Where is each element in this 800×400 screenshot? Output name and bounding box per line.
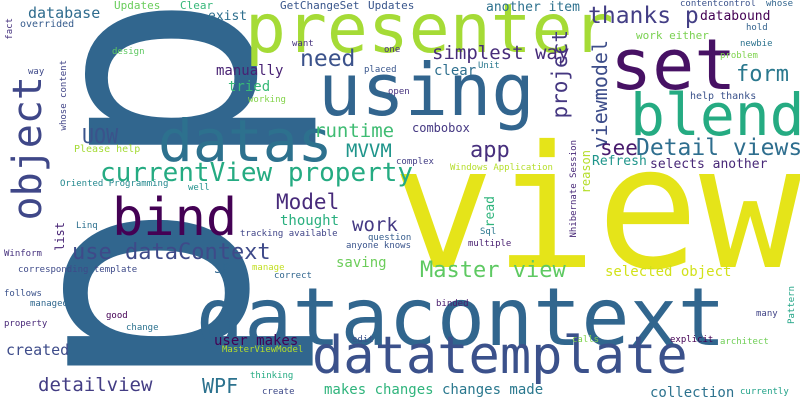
word-multiple: multiple [468, 240, 511, 249]
word-mvvm: MVVM [346, 142, 392, 161]
word-way: way [28, 68, 44, 77]
word-viewmodel: viewmodel [590, 40, 610, 148]
word-corresponding-template: corresponding template [18, 266, 137, 275]
word-tried: tried [228, 80, 270, 94]
word-windows-application: Windows Application [450, 164, 553, 173]
word-selected-object: selected object [605, 265, 731, 279]
word-manually: manually [216, 64, 283, 78]
word-makes-changes: makes changes [324, 383, 434, 397]
word-correct: correct [274, 272, 312, 281]
word-working: working [248, 96, 286, 105]
word-want: want [292, 40, 314, 49]
word-good: good [106, 312, 128, 321]
word-nhibernate-session: Nhibernate Session [570, 140, 579, 238]
word-contentcontrol: contentcontrol [680, 0, 756, 9]
word-many: many [756, 310, 778, 319]
word-list: list [54, 222, 66, 251]
word-refresh: Refresh [592, 155, 647, 168]
word-reason: reason [580, 150, 592, 193]
word-sp: SP [214, 263, 230, 276]
word-edit: edit [352, 336, 374, 345]
word-app: app [470, 140, 510, 162]
word-tracking-available: tracking available [240, 230, 338, 239]
word-placed: placed [364, 66, 397, 75]
word-property: property [4, 320, 47, 329]
word-getchangeset: GetChangeSet [280, 0, 359, 11]
word-changes-made: changes made [442, 383, 543, 397]
word-uow: UOW [82, 126, 118, 146]
word-detailview: detailview [38, 376, 152, 395]
word-complex: complex [396, 158, 434, 167]
word-thinking: thinking [250, 372, 293, 381]
word-combobox: combobox [412, 122, 470, 134]
word-need: need [300, 48, 355, 71]
word-problem: problem [720, 52, 758, 61]
word-please-help: Please help [74, 145, 140, 155]
word-calls: calls [572, 336, 599, 345]
word-well: well [188, 184, 210, 193]
word-create: create [262, 388, 295, 397]
word-thought: thought [280, 214, 339, 228]
word-oriented-programming: Oriented Programming [60, 180, 168, 189]
word-whose: whose [766, 0, 793, 9]
word-fact: fact [6, 18, 15, 40]
word-currently: currently [740, 388, 789, 397]
word-read: read [484, 196, 497, 227]
word-unit: Unit [478, 62, 500, 71]
word-exist: exist [208, 10, 247, 23]
word-sql: Sql [480, 228, 496, 237]
word-work-either: work either [636, 30, 709, 41]
word-one: one [384, 46, 400, 55]
word-model: Model [276, 192, 339, 213]
word-wpf: WPF [202, 376, 238, 396]
word-updates-2: Updates [368, 0, 414, 11]
word-architect: architect [720, 338, 769, 347]
word-managed: managed [30, 300, 68, 309]
word-form: form [736, 64, 789, 86]
word-masterviewmodel: MasterViewModel [222, 346, 303, 355]
word-updates-1: Updates [114, 0, 160, 11]
word-created: created [6, 343, 69, 358]
word-clear: clear [434, 64, 476, 78]
word-databound: databound [700, 10, 770, 23]
word-collection: collection [650, 386, 734, 400]
word-selects-another: selects another [650, 158, 767, 171]
word-linq: Linq [76, 222, 98, 231]
word-explicit: explicit [670, 336, 713, 345]
word-design: design [112, 48, 145, 57]
word-follows: follows [4, 290, 42, 299]
word-pattern: Pattern [788, 286, 797, 324]
word-saving: saving [336, 256, 387, 270]
word-help-thanks: help thanks [690, 92, 756, 102]
word-winform: Winform [4, 250, 42, 259]
word-overrided: overrided [20, 20, 74, 30]
word-anyone-knows: anyone knows [346, 242, 411, 251]
word-newbie: newbie [740, 40, 773, 49]
word-use-datacontext: use dataContext [72, 242, 271, 264]
word-whose-content: whose content [60, 60, 69, 130]
word-bind: bind [112, 192, 237, 244]
word-simplest-way: simplest way [432, 44, 569, 63]
word-binded: binded [436, 300, 469, 309]
word-open: open [388, 88, 410, 97]
word-object: object [8, 76, 48, 221]
word-runtime: runtime [314, 122, 394, 141]
word-hold: hold [746, 24, 768, 33]
word-another-item: another item [486, 1, 580, 14]
word-change: change [126, 324, 159, 333]
word-master-view: Master view [420, 260, 566, 282]
